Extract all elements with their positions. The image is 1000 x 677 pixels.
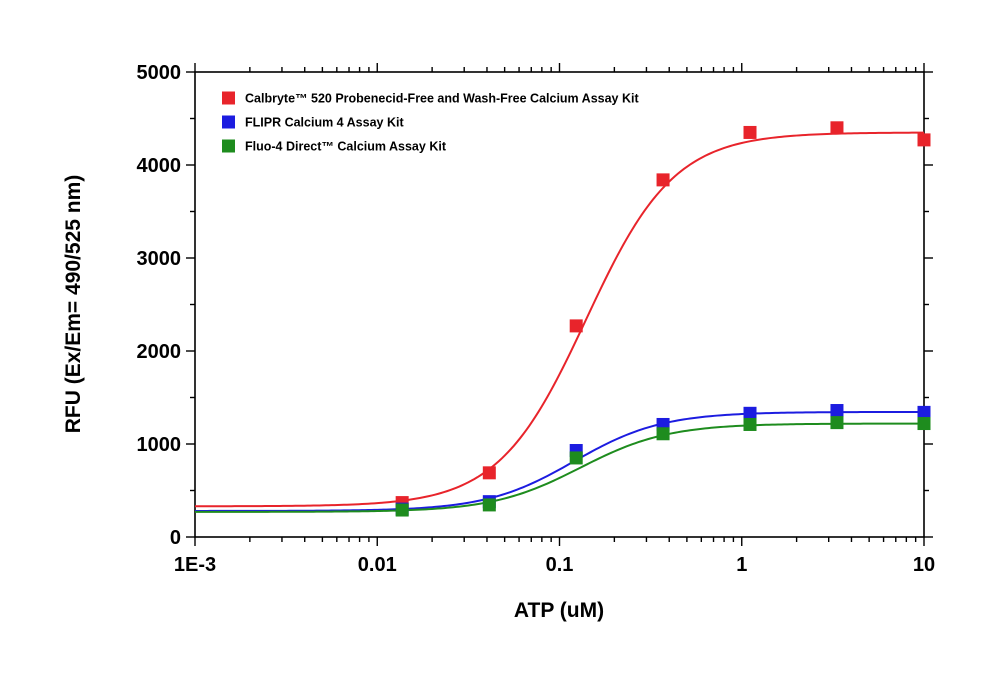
y-axis-ticks: [186, 71, 933, 538]
fit-curves: [195, 131, 925, 513]
legend-label: Fluo-4 Direct™ Calcium Assay Kit: [245, 140, 447, 154]
data-point: [830, 404, 844, 418]
data-point: [917, 405, 931, 419]
fit-curve: [195, 131, 925, 508]
data-point: [569, 319, 583, 333]
y-tick-label: 3000: [137, 248, 182, 270]
y-tick-label: 0: [170, 527, 181, 549]
x-axis-tick-labels: 1E-3 0.01 0.1 1 10: [174, 554, 935, 576]
legend: Calbryte™ 520 Probenecid-Free and Wash-F…: [222, 91, 639, 154]
x-tick-label: 1E-3: [174, 554, 216, 576]
data-point: [656, 427, 670, 441]
x-tick-label: 10: [913, 554, 935, 576]
data-point: [395, 503, 409, 517]
data-point: [917, 417, 931, 431]
data-point: [743, 417, 757, 431]
fit-curve: [195, 422, 924, 513]
data-point: [482, 466, 496, 480]
data-point: [830, 121, 844, 135]
y-tick-label: 1000: [137, 434, 182, 456]
x-tick-label: 0.01: [358, 554, 397, 576]
fit-curve: [195, 410, 924, 512]
x-axis-ticks: [194, 63, 925, 546]
y-tick-label: 4000: [137, 155, 182, 177]
legend-swatch: [222, 91, 235, 105]
y-tick-label: 5000: [137, 62, 182, 84]
legend-label: Calbryte™ 520 Probenecid-Free and Wash-F…: [245, 92, 639, 106]
data-point: [743, 125, 757, 139]
x-axis-title: ATP (uM): [514, 599, 604, 622]
y-axis-tick-labels: 0 1000 2000 3000 4000 5000: [137, 62, 182, 549]
data-point: [569, 451, 583, 465]
data-point: [830, 416, 844, 430]
y-tick-label: 2000: [137, 341, 182, 363]
y-axis-title: RFU (Ex/Em= 490/525 nm): [62, 175, 85, 434]
data-point: [917, 133, 931, 147]
x-tick-label: 1: [736, 554, 747, 576]
data-points: [395, 121, 931, 517]
data-point: [656, 173, 670, 187]
x-tick-label: 0.1: [546, 554, 574, 576]
data-point: [743, 406, 757, 420]
legend-swatch: [222, 139, 235, 153]
legend-swatch: [222, 115, 235, 129]
data-point: [482, 498, 496, 512]
legend-label: FLIPR Calcium 4 Assay Kit: [245, 116, 404, 130]
